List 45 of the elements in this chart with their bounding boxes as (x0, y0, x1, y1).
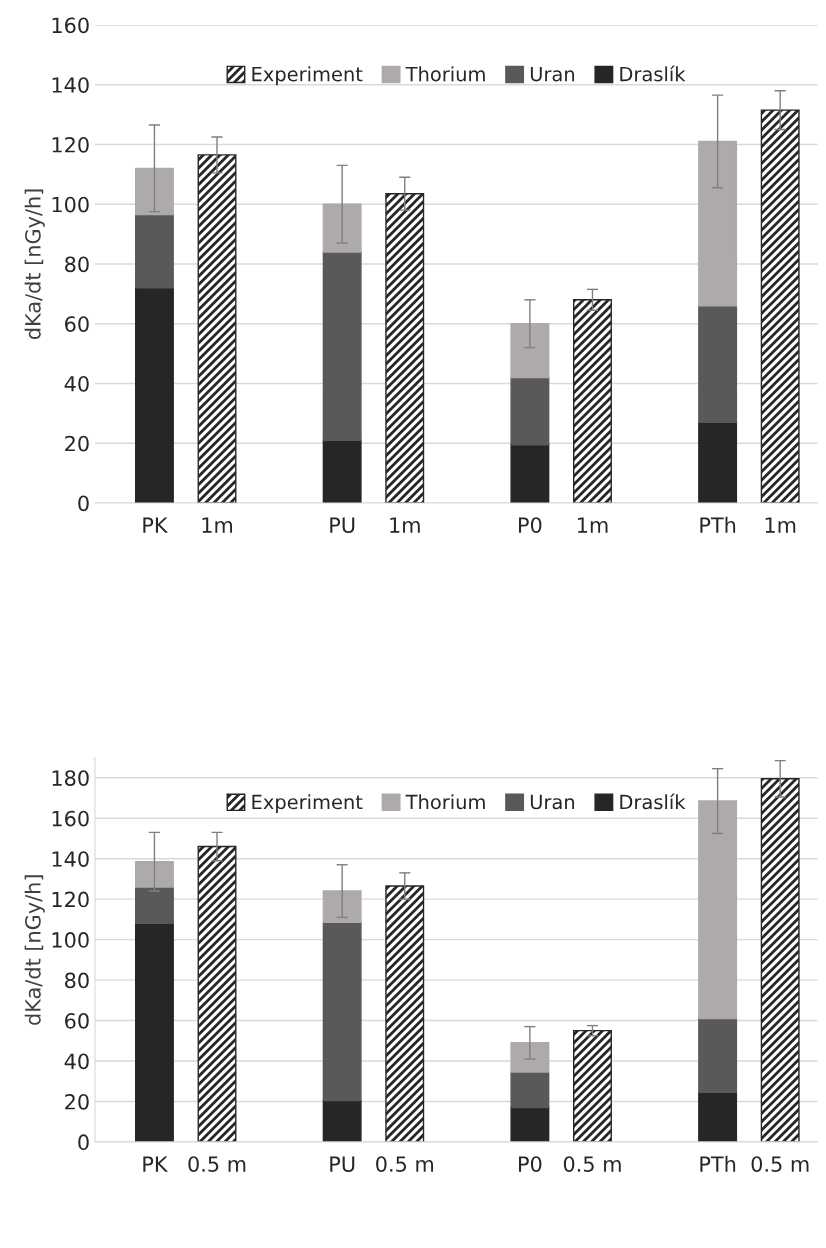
x-tick-label: 1m (390, 517, 420, 533)
y-tick-label: 180 (52, 770, 89, 786)
x-tick-label: PK (143, 1156, 168, 1172)
x-tick-label: PU (330, 1156, 355, 1172)
y-tick-label: 160 (52, 17, 89, 34)
legend-label: Experiment (252, 66, 363, 86)
y-tick-label: 120 (52, 136, 89, 153)
y-tick-label: 0 (78, 495, 89, 512)
x-tick-label: 0.5 m (751, 1156, 809, 1172)
x-tick-label: PTh (700, 1155, 736, 1172)
x-tick-label: 0.5 m (188, 1156, 246, 1172)
y-tick-label: 40 (64, 1053, 89, 1070)
legend-label: Uran (530, 794, 575, 810)
legend-label: Draslík (620, 65, 686, 82)
y-tick-label: 140 (52, 77, 89, 93)
legend-label: Draslík (620, 793, 686, 810)
x-tick-label: PK (143, 517, 168, 533)
x-tick-label: PTh (700, 516, 736, 533)
y-tick-label: 100 (52, 932, 89, 948)
y-axis-title: dKa/dt [nGy/h] (24, 189, 45, 340)
x-tick-label: 1m (577, 517, 608, 533)
x-tick-label: P0 (519, 1156, 542, 1172)
y-tick-label: 80 (65, 256, 89, 273)
y-tick-label: 0 (78, 1134, 89, 1151)
y-axis-title: dKa/dt [nGy/h] (24, 875, 45, 1025)
x-tick-label: 0.5 m (376, 1156, 433, 1172)
legend-label: Thorium (405, 794, 485, 810)
x-tick-label: 0.5 m (563, 1156, 621, 1172)
x-tick-label: P0 (519, 517, 542, 533)
y-tick-label: 80 (65, 972, 89, 989)
x-tick-label: PU (330, 517, 355, 533)
y-tick-label: 40 (64, 375, 89, 392)
y-tick-label: 20 (65, 435, 89, 452)
y-tick-label: 20 (65, 1093, 89, 1110)
y-tick-label: 100 (52, 196, 89, 213)
x-tick-label: 1m (202, 517, 233, 533)
y-tick-label: 140 (52, 851, 89, 867)
x-tick-label: 1m (765, 517, 796, 533)
legend-label: Uran (530, 66, 575, 82)
legend-label: Experiment (252, 794, 363, 814)
y-tick-label: 60 (65, 316, 89, 332)
y-tick-label: 120 (52, 891, 89, 908)
y-tick-label: 160 (52, 810, 89, 827)
y-tick-label: 60 (65, 1012, 89, 1029)
legend-label: Thorium (405, 66, 485, 82)
